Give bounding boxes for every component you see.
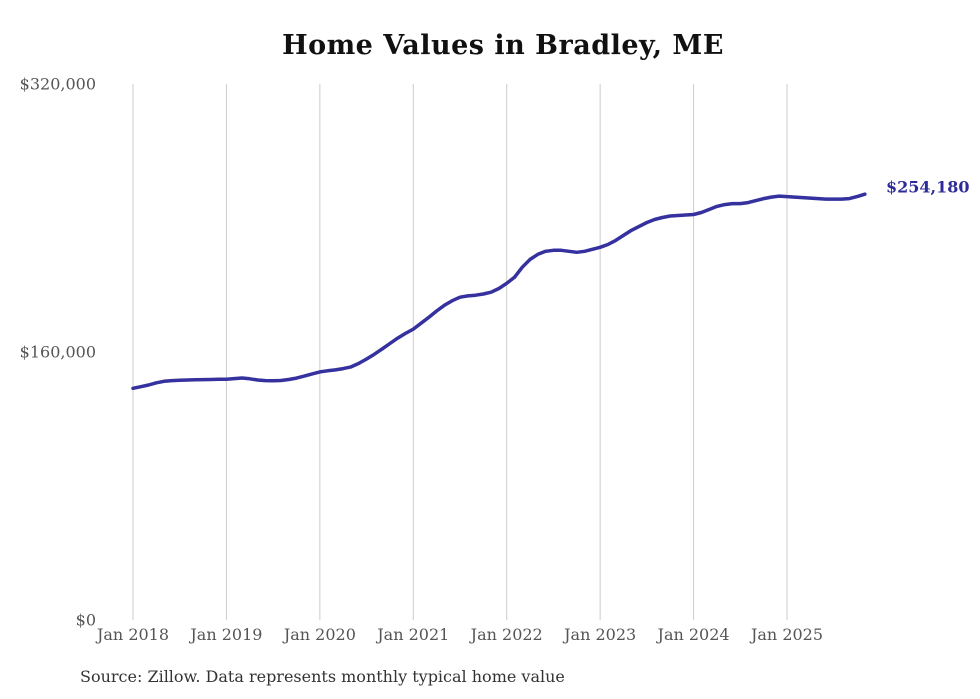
- y-axis-label: $160,000: [19, 342, 96, 362]
- x-axis-label: Jan 2023: [564, 625, 637, 644]
- home-value-line: [131, 192, 867, 391]
- x-axis-label: Jan 2019: [190, 625, 263, 644]
- x-axis-label: Jan 2020: [283, 625, 356, 644]
- x-axis-label: Jan 2018: [96, 625, 170, 644]
- end-value-label: $254,180: [886, 177, 970, 197]
- source-note: Source: Zillow. Data represents monthly …: [80, 667, 565, 686]
- x-axis-label: Jan 2024: [657, 625, 730, 644]
- x-axis-label: Jan 2025: [750, 625, 824, 644]
- x-axis-label: Jan 2021: [377, 625, 450, 644]
- y-axis-label: $0: [75, 610, 96, 630]
- chart-title: Home Values in Bradley, ME: [282, 30, 724, 61]
- x-axis-label: Jan 2022: [470, 625, 543, 644]
- y-axis-label: $320,000: [19, 74, 96, 94]
